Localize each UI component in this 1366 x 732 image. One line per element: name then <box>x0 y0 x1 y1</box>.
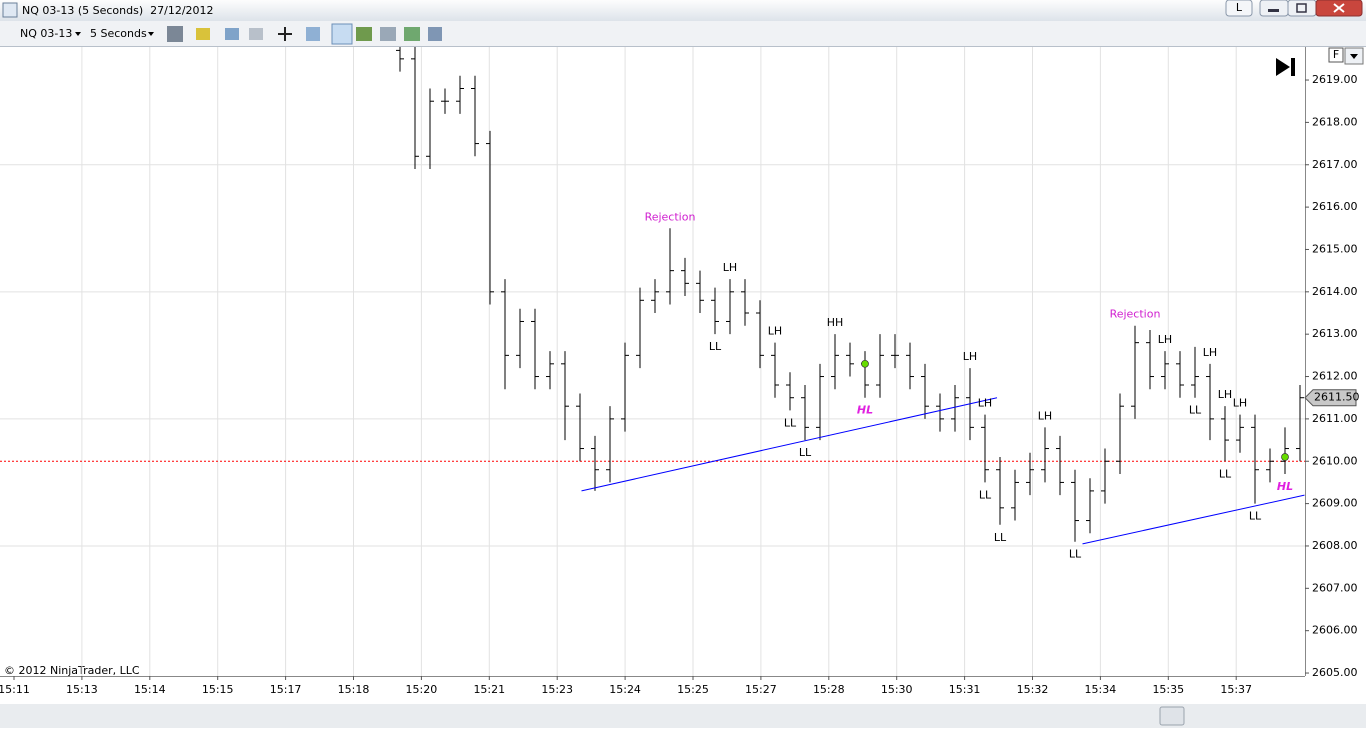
y-tick-label: 2616.00 <box>1312 200 1358 213</box>
x-tick-label: 15:14 <box>134 683 166 696</box>
y-tick-label: 2605.00 <box>1312 666 1358 679</box>
trend-line <box>581 397 998 492</box>
x-tick-label: 15:30 <box>881 683 913 696</box>
annotation: LL <box>979 488 992 501</box>
restore-button[interactable] <box>1287 0 1317 17</box>
y-tick-label: 2607.00 <box>1312 581 1358 594</box>
panel-f-label[interactable]: F <box>1333 48 1339 61</box>
annotation: HL <box>857 404 873 417</box>
last-price-box <box>1304 389 1357 407</box>
x-tick-label: 15:17 <box>270 683 302 696</box>
dropdown-arrow <box>148 32 154 36</box>
x-tick-label: 15:37 <box>1220 683 1252 696</box>
annotation: LL <box>1249 510 1262 523</box>
annotation: LL <box>799 446 812 459</box>
x-tick-label: 15:35 <box>1152 683 1184 696</box>
dropdown-arrow <box>1350 54 1358 59</box>
x-tick-label: 15:32 <box>1017 683 1049 696</box>
scrollbar-thumb[interactable] <box>1159 706 1185 726</box>
annotation: HH <box>827 316 844 329</box>
annotation: LH <box>978 397 992 410</box>
last-price-label: 2611.50 <box>1314 391 1360 404</box>
annotation: LL <box>784 416 797 429</box>
x-tick-label: 15:25 <box>677 683 709 696</box>
annotation: LH <box>723 261 737 274</box>
x-tick-label: 15:11 <box>0 683 30 696</box>
y-tick-label: 2606.00 <box>1312 624 1358 637</box>
minimize-button[interactable] <box>1259 0 1289 17</box>
dropdown-arrow <box>75 32 81 36</box>
annotation: LH <box>1038 409 1052 422</box>
x-tick-label: 15:13 <box>66 683 98 696</box>
x-tick-label: 15:21 <box>473 683 505 696</box>
annotation: LH <box>768 325 782 338</box>
y-tick-label: 2613.00 <box>1312 327 1358 340</box>
annotation: LH <box>1233 397 1247 410</box>
annotation: HL <box>1277 480 1293 493</box>
annotation: LL <box>994 531 1007 544</box>
annotation: LH <box>1158 333 1172 346</box>
annotation: LL <box>1069 548 1082 561</box>
x-tick-label: 15:28 <box>813 683 845 696</box>
x-tick-label: 15:23 <box>541 683 573 696</box>
instrument-selector[interactable]: NQ 03-13 <box>20 27 72 40</box>
annotation: Rejection <box>645 210 696 223</box>
close-icon <box>1333 3 1345 13</box>
y-tick-label: 2610.00 <box>1312 454 1358 467</box>
y-tick-label: 2614.00 <box>1312 285 1358 298</box>
toolbar-icons[interactable] <box>167 23 442 45</box>
link-button[interactable] <box>1225 0 1253 17</box>
scroll-end-bar <box>1291 58 1295 76</box>
x-tick-label: 15:34 <box>1085 683 1117 696</box>
annotation: LL <box>709 340 722 353</box>
annotation: LL <box>1219 467 1232 480</box>
restore-icon <box>1296 3 1307 13</box>
y-tick-label: 2608.00 <box>1312 539 1358 552</box>
scroll-end-icon[interactable] <box>1276 58 1290 76</box>
annotation: Rejection <box>1110 308 1161 321</box>
y-tick-label: 2617.00 <box>1312 158 1358 171</box>
link-button-label[interactable]: L <box>1236 1 1243 14</box>
panel-f-button[interactable] <box>1328 47 1344 63</box>
x-tick-label: 15:20 <box>406 683 438 696</box>
annotation: LH <box>963 350 977 363</box>
y-tick-label: 2615.00 <box>1312 242 1358 255</box>
interval-selector[interactable]: 5 Seconds <box>90 27 147 40</box>
copyright: © 2012 NinjaTrader, LLC <box>4 664 140 677</box>
signal-dot <box>861 359 869 368</box>
x-tick-label: 15:27 <box>745 683 777 696</box>
window-title: NQ 03-13 (5 Seconds) 27/12/2012 <box>22 4 214 17</box>
y-tick-label: 2619.00 <box>1312 73 1358 86</box>
x-tick-label: 15:18 <box>338 683 370 696</box>
annotation: LH <box>1218 388 1232 401</box>
trend-line <box>1082 494 1305 545</box>
y-tick-label: 2609.00 <box>1312 497 1358 510</box>
title-bar <box>0 0 1366 21</box>
x-tick-label: 15:24 <box>609 683 641 696</box>
app-icon <box>2 2 18 18</box>
annotation: LL <box>1189 404 1202 417</box>
y-tick-label: 2618.00 <box>1312 115 1358 128</box>
y-tick-label: 2611.00 <box>1312 412 1358 425</box>
plot: RejectionLHLLLHLLHHLLHLLHLHLLLLLHLLRejec… <box>0 47 1305 676</box>
signal-dot <box>1281 453 1289 461</box>
annotation: LH <box>1203 346 1217 359</box>
minimize-icon <box>1268 9 1279 12</box>
scrollbar[interactable] <box>0 704 1366 728</box>
x-tick-label: 15:31 <box>949 683 981 696</box>
y-tick-label: 2612.00 <box>1312 370 1358 383</box>
x-tick-label: 15:15 <box>202 683 234 696</box>
